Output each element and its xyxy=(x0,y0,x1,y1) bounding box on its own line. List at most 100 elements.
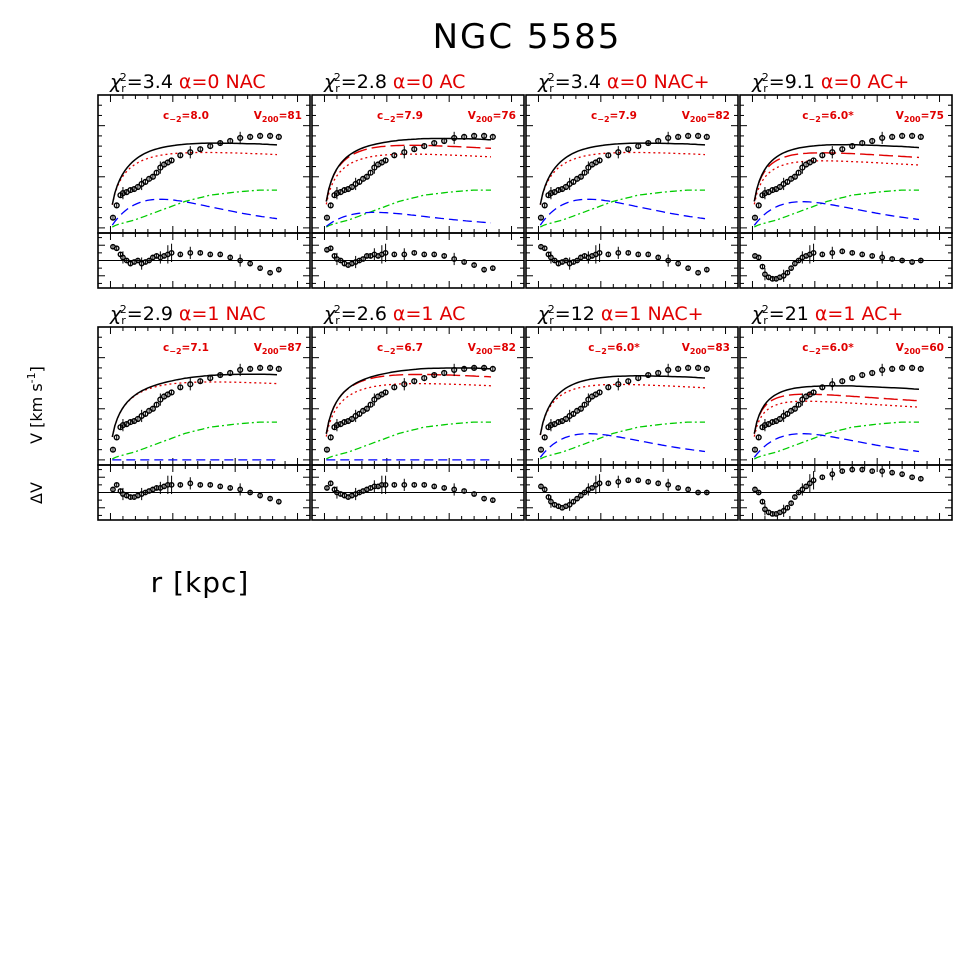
data-point xyxy=(127,418,134,426)
data-point xyxy=(577,405,584,412)
total-curve xyxy=(539,374,706,436)
data-point xyxy=(149,405,156,412)
concentration-label: c−2=7.9 xyxy=(591,110,637,124)
residual-point xyxy=(461,259,468,265)
disk-curve xyxy=(325,211,492,227)
data-point xyxy=(761,422,769,429)
data-point xyxy=(703,365,710,373)
residual-point xyxy=(563,257,569,264)
data-point xyxy=(869,369,876,377)
data-point xyxy=(784,410,791,417)
chi-sub: r xyxy=(549,82,554,95)
data-point xyxy=(227,369,234,377)
v200-label: V200=76 xyxy=(468,110,516,124)
data-point xyxy=(391,384,398,391)
data-point xyxy=(356,178,363,185)
v200-sub: 200 xyxy=(262,115,279,124)
data-point xyxy=(348,415,356,423)
residual-point xyxy=(752,486,758,493)
data-point xyxy=(168,389,175,396)
data-point xyxy=(819,152,826,159)
gas-curve xyxy=(540,421,705,460)
data-point xyxy=(348,183,356,191)
residual-point xyxy=(784,269,791,276)
residual-point xyxy=(829,249,836,256)
residual-point xyxy=(685,486,692,493)
chi-sup: 2 xyxy=(548,71,555,84)
data-point xyxy=(625,378,632,385)
residual-point xyxy=(217,251,224,258)
data-point xyxy=(655,137,662,145)
residual-point xyxy=(327,480,334,487)
residual-point xyxy=(548,498,554,505)
residual-point xyxy=(788,500,795,507)
data-point xyxy=(217,371,224,379)
data-point xyxy=(480,364,488,371)
data-point xyxy=(119,190,127,197)
chi-symbol: χ xyxy=(109,71,122,93)
data-point xyxy=(755,434,762,441)
c-value: =6.0* xyxy=(821,342,854,354)
residual-point xyxy=(780,507,787,514)
data-point xyxy=(431,139,438,147)
total-curve xyxy=(325,367,492,434)
total-curve xyxy=(111,142,278,205)
chi-symbol: χ xyxy=(537,71,550,93)
concentration-label: c−2=7.1 xyxy=(163,342,209,356)
residual-point xyxy=(810,477,817,484)
residual-point xyxy=(489,497,496,504)
panel-title: χr2=9.1 α=0 AC+ xyxy=(751,71,909,95)
data-point xyxy=(537,214,545,221)
v200-sub: 200 xyxy=(476,347,493,356)
data-point xyxy=(401,381,408,388)
residual-point xyxy=(538,483,544,490)
data-point xyxy=(889,365,896,373)
data-point xyxy=(421,375,428,382)
data-point xyxy=(869,137,876,145)
data-point xyxy=(849,375,856,382)
data-point xyxy=(819,384,826,391)
residual-point xyxy=(570,498,577,505)
concentration-label: c−2=6.0* xyxy=(802,110,854,124)
residual-point xyxy=(839,468,846,475)
residual-point xyxy=(401,481,408,488)
data-point xyxy=(266,364,274,371)
chi-sub: r xyxy=(121,82,126,95)
data-point xyxy=(157,164,164,171)
panel-title: χr2=3.4 α=0 NAC+ xyxy=(537,71,710,95)
data-point xyxy=(363,405,370,412)
data-point xyxy=(266,132,274,139)
residual-point xyxy=(695,489,701,496)
residual-point xyxy=(360,256,367,262)
data-point xyxy=(157,396,164,403)
residual-point xyxy=(869,253,876,259)
data-point xyxy=(109,214,117,221)
data-point xyxy=(625,146,632,153)
gas-curve xyxy=(112,189,277,228)
data-point xyxy=(187,381,194,388)
residual-point xyxy=(146,257,153,264)
residual-point xyxy=(917,257,924,264)
total-curve xyxy=(325,137,492,202)
data-point xyxy=(795,401,802,408)
data-point xyxy=(655,369,662,377)
data-point xyxy=(751,446,759,453)
residual-point xyxy=(917,475,924,482)
residual-point xyxy=(589,485,595,491)
data-point xyxy=(694,364,702,371)
data-point xyxy=(675,133,682,141)
residual-point xyxy=(795,489,802,496)
disk-curve xyxy=(753,201,920,226)
residual-point xyxy=(337,257,344,264)
data-point xyxy=(784,178,791,185)
residual-point xyxy=(819,474,826,481)
v200-sub: 200 xyxy=(262,347,279,356)
data-point xyxy=(899,364,906,371)
residual-point xyxy=(675,485,682,491)
residual-point xyxy=(382,249,389,256)
residual-point xyxy=(859,251,866,258)
data-point xyxy=(562,183,570,191)
residual-point xyxy=(655,480,662,487)
panel-title: χr2=21 α=1 AC+ xyxy=(751,303,903,327)
residual-point xyxy=(806,480,813,487)
